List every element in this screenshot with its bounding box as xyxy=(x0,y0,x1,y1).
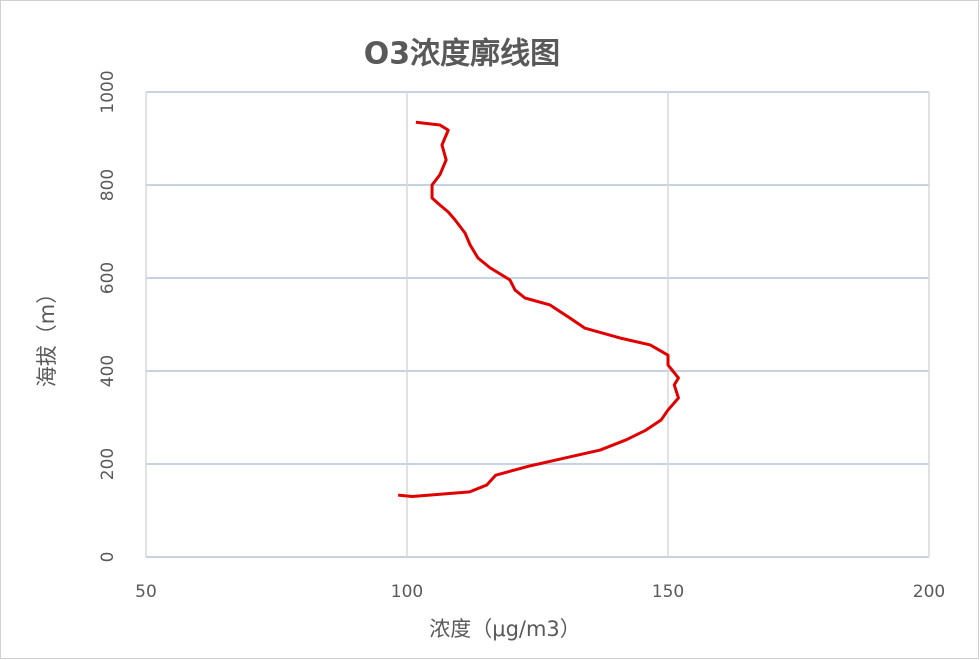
x-tick-label: 100 xyxy=(391,582,423,602)
x-tick-label: 150 xyxy=(652,582,684,602)
chart-title: O3浓度廓线图 xyxy=(364,37,560,72)
y-tick-label: 200 xyxy=(98,448,118,480)
y-tick-label: 400 xyxy=(98,355,118,387)
y-tick-label: 1000 xyxy=(98,70,118,113)
x-tick-label: 200 xyxy=(913,582,945,602)
x-tick-label: 50 xyxy=(135,582,157,602)
y-tick-label: 600 xyxy=(98,262,118,294)
y-tick-label: 0 xyxy=(98,552,118,563)
data-line xyxy=(397,120,680,499)
y-tick-label: 800 xyxy=(98,169,118,201)
x-axis-label: 浓度（μg/m3） xyxy=(429,617,581,641)
y-axis-label: 海拔（m） xyxy=(35,283,59,387)
